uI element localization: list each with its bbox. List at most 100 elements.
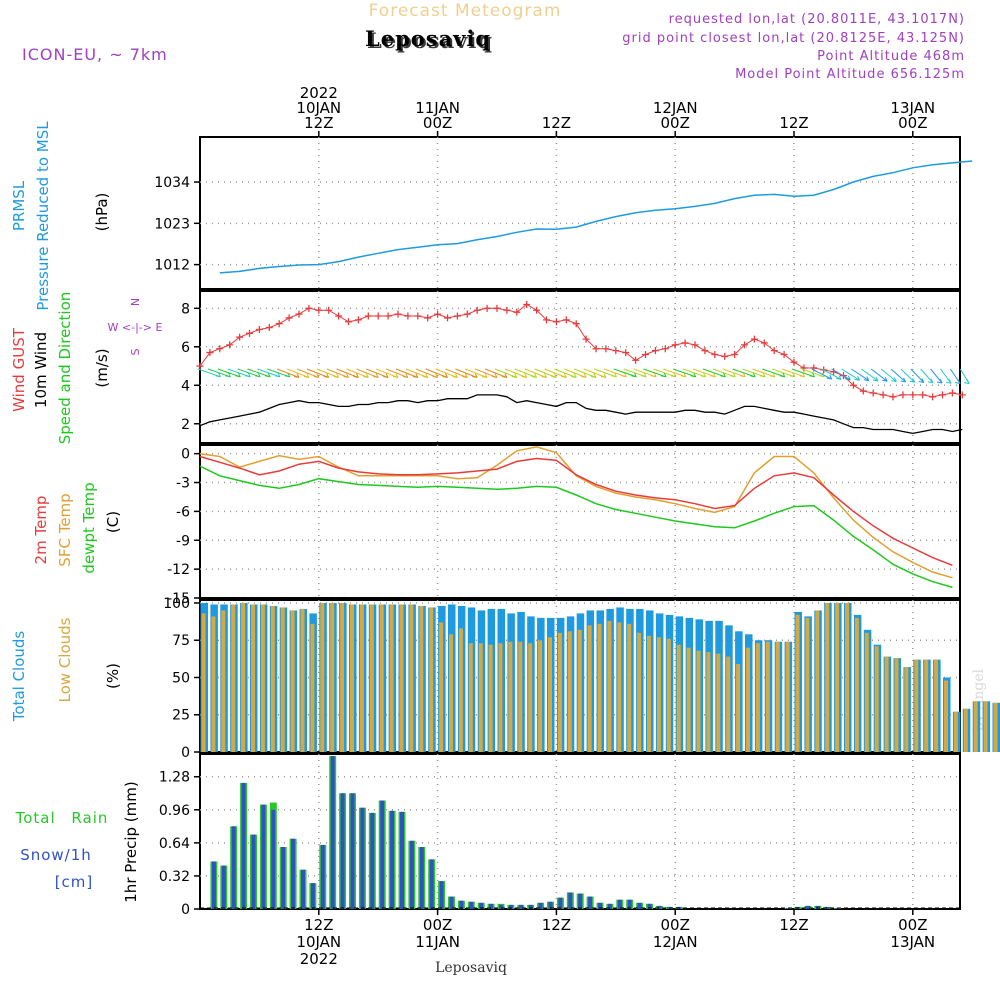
wind-direction-arrow bbox=[356, 368, 379, 378]
time-label-top: 00Z bbox=[423, 114, 452, 132]
wind-arrow-head bbox=[422, 373, 429, 378]
wind-direction-arrow bbox=[781, 368, 805, 378]
low-cloud-bar bbox=[389, 604, 394, 752]
gust-marker bbox=[503, 306, 511, 314]
low-cloud-bar bbox=[567, 631, 572, 752]
gust-marker bbox=[335, 312, 343, 320]
wind-direction-arrow bbox=[326, 368, 349, 378]
low-cloud-bar bbox=[409, 604, 414, 752]
gust-marker bbox=[523, 300, 531, 308]
wind-arrow-head bbox=[750, 372, 756, 378]
low-cloud-bar bbox=[696, 650, 701, 752]
wind-arrow-head bbox=[740, 372, 746, 378]
y-tick-label: -15 bbox=[167, 591, 190, 607]
low-cloud-bar bbox=[221, 610, 226, 752]
gust-marker bbox=[265, 324, 273, 332]
low-cloud-bar bbox=[330, 602, 335, 752]
wind-direction-arrow bbox=[564, 368, 587, 378]
snow-bar bbox=[469, 901, 474, 909]
wind-arrow-head bbox=[571, 373, 577, 378]
wind-direction-arrow bbox=[831, 368, 851, 381]
p1-label-pressure: Pressure Reduced to MSL bbox=[34, 121, 52, 311]
wind-direction-arrow bbox=[841, 368, 860, 381]
wind-arrow-head bbox=[274, 372, 281, 378]
gust-marker bbox=[305, 304, 313, 312]
low-cloud-bar bbox=[458, 628, 463, 752]
wind-arrow-head bbox=[383, 373, 389, 378]
gust-line bbox=[199, 303, 963, 398]
snow-bar bbox=[578, 893, 583, 909]
low-cloud-bar bbox=[746, 647, 750, 752]
time-label-bottom: 10JAN bbox=[296, 933, 341, 951]
snow-bar bbox=[479, 902, 484, 909]
y-tick-label: 25 bbox=[172, 708, 190, 724]
p4-label-low: Low Clouds bbox=[56, 617, 74, 702]
wind-arrow-head bbox=[621, 372, 627, 378]
snow-bar bbox=[281, 847, 286, 909]
gust-marker bbox=[741, 341, 748, 349]
wind-arrow-head bbox=[225, 372, 231, 378]
low-cloud-bar bbox=[884, 656, 889, 752]
low-cloud-bar bbox=[597, 623, 602, 752]
wind-arrow-head bbox=[551, 373, 557, 378]
wind-arrow-head bbox=[918, 378, 925, 384]
wind-speed-line bbox=[199, 394, 963, 435]
low-cloud-bar bbox=[973, 701, 978, 752]
gust-marker bbox=[434, 310, 442, 318]
wind-direction-arrow bbox=[940, 368, 952, 384]
snow-bar bbox=[637, 902, 642, 909]
gust-marker bbox=[236, 333, 244, 341]
gust-marker bbox=[325, 306, 333, 314]
wind-direction-arrow bbox=[475, 368, 498, 378]
time-label-bottom: 12Z bbox=[304, 916, 333, 934]
low-cloud-bar bbox=[211, 616, 216, 752]
wind-direction-arrow bbox=[603, 368, 627, 378]
wind-direction-arrow bbox=[217, 368, 241, 378]
compass-n: N bbox=[129, 298, 142, 306]
wind-arrow-head bbox=[255, 372, 261, 378]
low-cloud-bar bbox=[864, 632, 869, 752]
wind-direction-arrow bbox=[722, 368, 746, 378]
snow-bar bbox=[211, 861, 216, 909]
low-cloud-bar bbox=[260, 604, 265, 752]
low-cloud-bar bbox=[637, 632, 642, 752]
wind-direction-arrow bbox=[277, 368, 300, 378]
low-cloud-bar bbox=[419, 605, 424, 752]
model-point-altitude: Model Point Altitude 656.125m bbox=[735, 67, 965, 82]
snow-bar bbox=[805, 905, 810, 909]
time-label-top: 00Z bbox=[661, 114, 690, 132]
p5-label-cm: [cm] bbox=[55, 873, 94, 891]
low-cloud-bar bbox=[251, 604, 255, 752]
y-tick-label: 4 bbox=[181, 378, 190, 394]
wind-direction-arrow bbox=[336, 368, 359, 378]
low-cloud-bar bbox=[627, 623, 632, 752]
low-cloud-bar bbox=[676, 644, 681, 752]
gust-marker bbox=[919, 391, 927, 399]
wind-arrow-head bbox=[845, 375, 851, 381]
p3-label-2m: 2m Temp bbox=[32, 496, 50, 565]
wind-arrow-head bbox=[432, 373, 439, 378]
snow-bar bbox=[241, 782, 246, 909]
grid-point-coords: grid point closest lon,lat (20.8125E, 43… bbox=[622, 31, 965, 46]
snow-bar bbox=[380, 800, 385, 909]
gust-marker bbox=[780, 350, 788, 358]
wind-arrow-head bbox=[482, 373, 488, 378]
wind-arrow-head bbox=[462, 373, 468, 378]
snow-bar bbox=[261, 804, 266, 909]
low-cloud-bar bbox=[765, 641, 770, 752]
y-tick-label: 100 bbox=[163, 596, 190, 612]
gust-marker bbox=[642, 350, 649, 358]
gust-marker bbox=[592, 345, 600, 353]
wind-arrow-head bbox=[600, 373, 607, 378]
low-cloud-bar bbox=[577, 629, 582, 752]
gust-marker bbox=[889, 393, 897, 401]
low-cloud-bar bbox=[369, 604, 374, 752]
low-cloud-bar bbox=[518, 641, 523, 752]
time-label-top: 2022 bbox=[300, 84, 338, 102]
time-label-bottom: 00Z bbox=[661, 916, 690, 934]
gust-marker bbox=[315, 306, 323, 314]
gust-marker bbox=[899, 391, 907, 399]
low-cloud-bar bbox=[815, 610, 820, 752]
snow-bar bbox=[350, 793, 355, 909]
pressure-line bbox=[219, 160, 973, 274]
